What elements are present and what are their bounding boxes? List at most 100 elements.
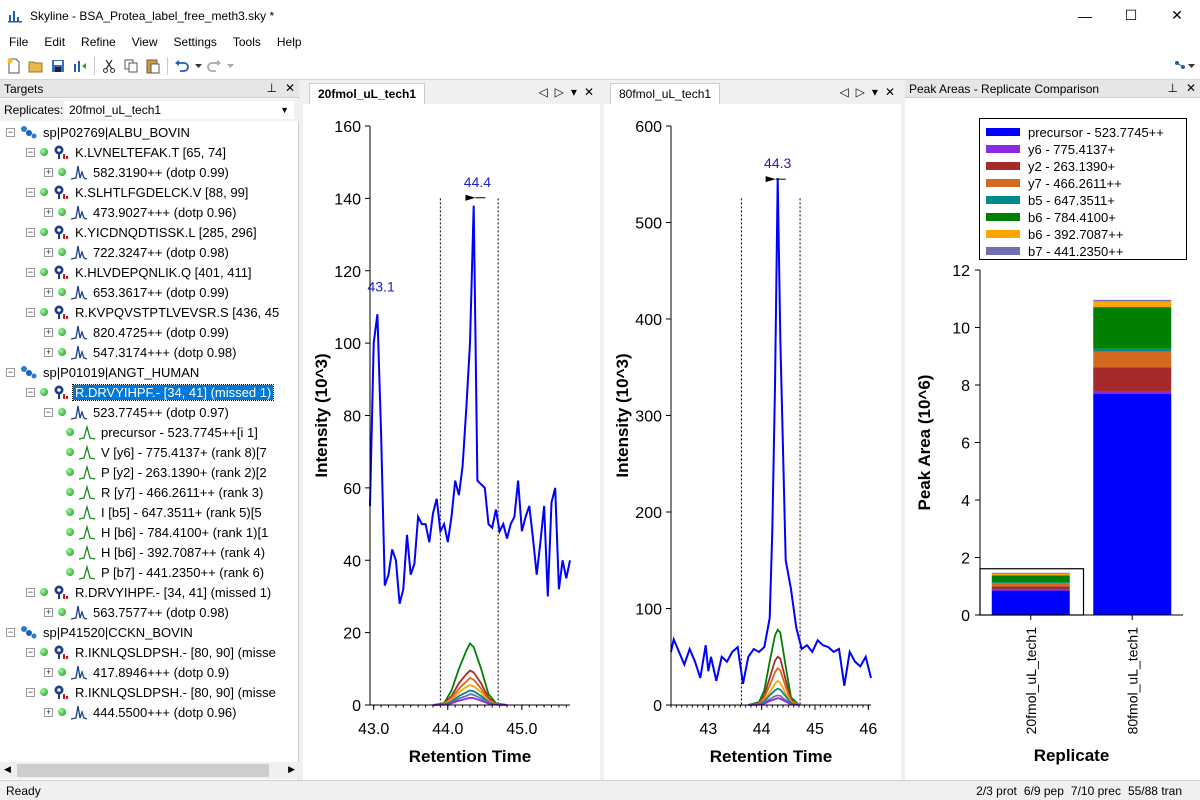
replicates-dropdown[interactable]: 20fmol_uL_tech1 ▼: [64, 101, 294, 119]
tree-row-peptide[interactable]: − K.LVNELTEFAK.T [65, 74]: [26, 142, 228, 162]
tree-row-precursor[interactable]: +563.7577++ (dotp 0.98): [44, 602, 231, 622]
collapse-icon[interactable]: −: [26, 686, 35, 697]
menu-file[interactable]: File: [9, 35, 29, 49]
collapse-icon[interactable]: −: [26, 586, 35, 597]
copy-icon[interactable]: [120, 55, 142, 77]
integrate-icon[interactable]: [1170, 55, 1192, 77]
tree-row-transition[interactable]: P [y2] - 263.1390+ (rank 2)[2: [66, 462, 269, 482]
scrollbar-thumb[interactable]: [17, 764, 269, 777]
tree-row-precursor[interactable]: +820.4725++ (dotp 0.99): [44, 322, 231, 342]
expand-icon[interactable]: +: [44, 326, 53, 337]
tree-row-precursor[interactable]: +547.3174+++ (dotp 0.98): [44, 342, 238, 362]
scroll-left-icon[interactable]: ◀: [4, 764, 11, 774]
peak-areas-chart[interactable]: 0 2 4 6 8 10 12 20fmol_uL_tech1 80fmol_uL_tech1 R…: [905, 98, 1200, 780]
tree-row-precursor[interactable]: +473.9027+++ (dotp 0.96): [44, 202, 238, 222]
tree-row-peptide[interactable]: − K.SLHTLFGDELCK.V [88, 99]: [26, 182, 250, 202]
tab-prev-icon[interactable]: ◁: [538, 85, 548, 99]
close-panel-icon[interactable]: ✕: [1185, 81, 1196, 95]
collapse-icon[interactable]: −: [6, 626, 15, 637]
tree-row-peptide[interactable]: − K.HLVDEPQNLIK.Q [401, 411]: [26, 262, 254, 282]
expand-icon[interactable]: +: [44, 166, 53, 177]
tab-20fmol[interactable]: 20fmol_uL_tech1: [309, 83, 426, 105]
menu-help[interactable]: Help: [276, 35, 302, 49]
tree-row-precursor[interactable]: +722.3247++ (dotp 0.98): [44, 242, 231, 262]
tab-menu-icon[interactable]: ▾: [570, 85, 577, 99]
bar-segment-y6[interactable]: [991, 589, 1070, 591]
menu-edit[interactable]: Edit: [44, 35, 66, 49]
tree-row-peptide[interactable]: − R.KVPQVSTPTLVEVSR.S [436, 45: [26, 302, 281, 322]
expand-icon[interactable]: +: [44, 606, 53, 617]
bar-segment-y2[interactable]: [991, 586, 1070, 590]
menu-view[interactable]: View: [131, 35, 158, 49]
expand-icon[interactable]: +: [44, 246, 53, 257]
tab-80fmol[interactable]: 80fmol_uL_tech1: [610, 83, 721, 105]
bar-segment-b5[interactable]: [1093, 348, 1172, 352]
tree-row-transition[interactable]: V [y6] - 775.4137+ (rank 8)[7: [66, 442, 269, 462]
save-icon[interactable]: [47, 55, 69, 77]
bar-segment-b6[interactable]: [991, 575, 1070, 583]
chrom2-graph[interactable]: 0 100 200 300 400 500 600 43 44 45 46 44.3 Retention…: [604, 104, 901, 780]
pin-icon[interactable]: ⊥: [266, 81, 277, 95]
collapse-icon[interactable]: −: [6, 126, 15, 137]
tree-row-precursor[interactable]: +653.3617++ (dotp 0.99): [44, 282, 231, 302]
menu-tools[interactable]: Tools: [232, 35, 261, 49]
collapse-icon[interactable]: −: [26, 226, 35, 237]
tree-row-precursor[interactable]: +444.5500+++ (dotp 0.96): [44, 702, 238, 722]
tree-row-transition[interactable]: I [b5] - 647.3511+ (rank 5)[5: [66, 502, 264, 522]
tree-row-precursor[interactable]: − 523.7745++ (dotp 0.97): [44, 402, 231, 422]
collapse-icon[interactable]: −: [26, 646, 35, 657]
bar-segment-y6[interactable]: [1093, 391, 1172, 394]
tab-next-icon[interactable]: ▷: [855, 85, 865, 99]
tree-row-precursor[interactable]: +582.3190++ (dotp 0.99): [44, 162, 231, 182]
bar-segment-y7[interactable]: [1093, 351, 1172, 368]
bar-segment-b6b[interactable]: [1093, 301, 1172, 308]
close-window-button[interactable]: ✕: [1171, 7, 1183, 23]
undo-icon[interactable]: [171, 55, 193, 77]
expand-icon[interactable]: +: [44, 286, 53, 297]
horizontal-scrollbar[interactable]: ◀ ▶: [0, 762, 299, 779]
collapse-icon[interactable]: −: [6, 366, 15, 377]
tree-row-transition[interactable]: precursor - 523.7745++[i 1]: [66, 422, 260, 442]
pin-icon[interactable]: ⊥: [1167, 81, 1178, 95]
tree-row-peptide[interactable]: − K.YICDNQDTISSK.L [285, 296]: [26, 222, 259, 242]
expand-icon[interactable]: +: [44, 206, 53, 217]
menu-refine[interactable]: Refine: [81, 35, 116, 49]
tree-row-peptide[interactable]: − R.DRVYIHPF.- [34, 41] (missed 1): [26, 582, 273, 602]
tree-row-transition[interactable]: P [b7] - 441.2350++ (rank 6): [66, 562, 266, 582]
cut-icon[interactable]: [98, 55, 120, 77]
chrom1-graph[interactable]: 0 20 40 60 80 100 120 140 160 43.0 44.0 45.0 43.1 44.…: [303, 104, 600, 780]
tree-row-protein[interactable]: − sp|P01019|ANGT_HUMAN: [6, 362, 201, 382]
bar-segment-b7[interactable]: [991, 572, 1070, 574]
tree-row-peptide[interactable]: − R.DRVYIHPF.- [34, 41] (missed 1): [26, 382, 275, 402]
redo-dropdown-icon[interactable]: [225, 55, 235, 77]
chrom1-chart[interactable]: 0 20 40 60 80 100 120 140 160 43.0 44.0 45.0 43.1 44.…: [303, 104, 600, 780]
expand-icon[interactable]: +: [44, 346, 53, 357]
toolbar-overflow-icon[interactable]: [1186, 55, 1196, 77]
open-folder-icon[interactable]: [25, 55, 47, 77]
menu-settings[interactable]: Settings: [173, 35, 217, 49]
collapse-icon[interactable]: −: [26, 306, 35, 317]
tree-row-transition[interactable]: H [b6] - 784.4100+ (rank 1)[1: [66, 522, 270, 542]
tree-row-precursor[interactable]: +417.8946+++ (dotp 0.9): [44, 662, 231, 682]
bar-segment-precursor[interactable]: [1093, 393, 1172, 615]
tree-row-transition[interactable]: R [y7] - 466.2611++ (rank 3): [66, 482, 265, 502]
collapse-icon[interactable]: −: [26, 146, 35, 157]
paste-icon[interactable]: [142, 55, 164, 77]
bar-segment-b5[interactable]: [991, 582, 1070, 584]
tab-close-icon[interactable]: ✕: [884, 85, 895, 99]
tab-menu-icon[interactable]: ▾: [871, 85, 878, 99]
bar-segment-precursor[interactable]: [991, 590, 1070, 615]
maximize-button[interactable]: ☐: [1124, 7, 1138, 23]
collapse-icon[interactable]: −: [26, 386, 35, 397]
collapse-icon[interactable]: −: [26, 266, 35, 277]
close-panel-icon[interactable]: ✕: [284, 81, 295, 95]
tab-prev-icon[interactable]: ◁: [839, 85, 849, 99]
tab-close-icon[interactable]: ✕: [583, 85, 594, 99]
tree-row-protein[interactable]: − sp|P41520|CCKN_BOVIN: [6, 622, 195, 642]
expand-icon[interactable]: +: [44, 706, 53, 717]
bar-segment-b6b[interactable]: [991, 573, 1070, 576]
undo-dropdown-icon[interactable]: [193, 55, 203, 77]
expand-icon[interactable]: +: [44, 666, 53, 677]
bar-segment-y7[interactable]: [991, 583, 1070, 587]
bar-segment-y2[interactable]: [1093, 367, 1172, 392]
